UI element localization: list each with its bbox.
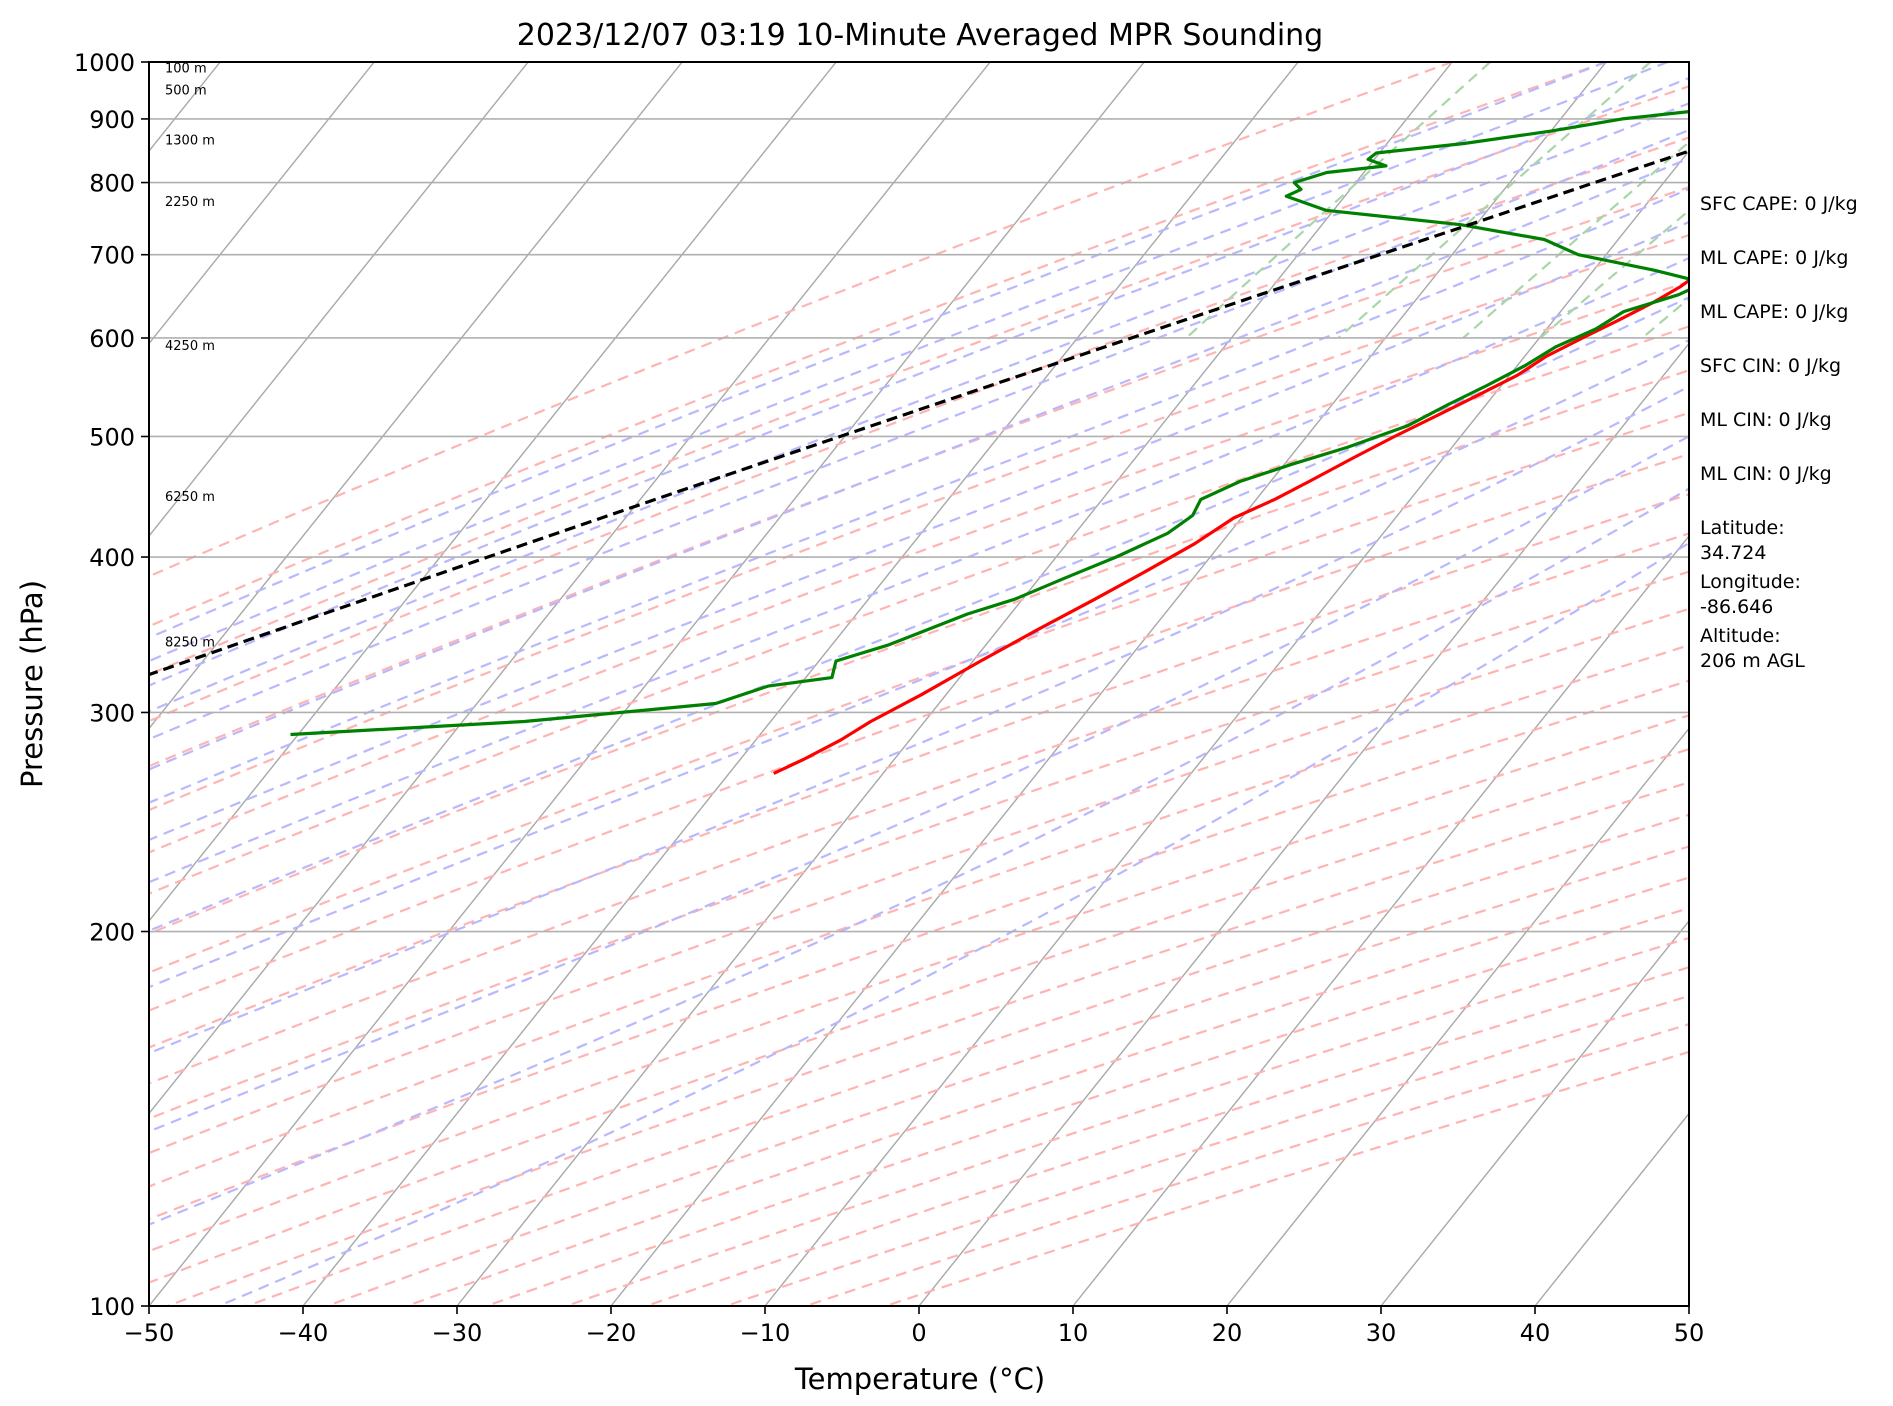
isotherm-line bbox=[149, 62, 1145, 1306]
dry-adiabat-line bbox=[167, 781, 1689, 1306]
isotherm-line bbox=[149, 62, 375, 345]
moist-adiabat-line bbox=[149, 220, 1689, 842]
sounding-lines bbox=[149, 110, 1689, 775]
info-text: Longitude: -86.646 bbox=[1700, 571, 1801, 618]
isotherm-line bbox=[1226, 727, 1689, 1306]
y-tick-label: 300 bbox=[89, 699, 135, 727]
height-marker-label: 2250 m bbox=[165, 195, 215, 210]
height-markers: 100 m 500 m 1300 m 2250 m 4250 m 6250 m 8250 m bbox=[165, 61, 215, 650]
moist-adiabat-line bbox=[149, 338, 1689, 989]
info-text: Altitude: 206 m AGL bbox=[1700, 625, 1805, 672]
isotherm-line bbox=[456, 62, 1453, 1306]
dry-adiabat-line bbox=[149, 325, 1689, 895]
dry-adiabat-line bbox=[149, 62, 1607, 628]
x-tick-label: 10 bbox=[1058, 1319, 1089, 1347]
x-tick-label: −30 bbox=[432, 1319, 483, 1347]
moist-adiabat-line bbox=[149, 187, 1689, 804]
x-tick-label: −50 bbox=[124, 1319, 175, 1347]
dry-adiabat-line bbox=[149, 532, 1689, 1085]
dry-adiabat-line bbox=[149, 185, 1689, 768]
dry-adiabat-line bbox=[149, 747, 1689, 1284]
height-marker-label: 1300 m bbox=[165, 134, 215, 149]
y-tick-label: 1000 bbox=[74, 49, 135, 77]
info-text: ML CIN: 0 J/kg bbox=[1700, 409, 1832, 431]
dry-adiabat-line bbox=[149, 643, 1689, 1188]
temperature-line bbox=[773, 278, 1689, 775]
isotherm-line bbox=[1380, 919, 1689, 1306]
moist-adiabat-line bbox=[149, 76, 1689, 687]
y-axis: 100 200 300 400 500 600 700 800 900 1000 bbox=[74, 49, 149, 1321]
x-tick-label: 50 bbox=[1674, 1319, 1705, 1347]
dry-adiabat-line bbox=[149, 62, 1453, 578]
y-tick-label: 200 bbox=[89, 919, 135, 947]
height-marker-label: 4250 m bbox=[165, 339, 215, 354]
info-text: ML CAPE: 0 J/kg bbox=[1700, 301, 1848, 323]
dry-adiabat-line bbox=[149, 607, 1689, 1155]
info-panel: SFC CAPE: 0 J/kg ML CAPE: 0 J/kg ML CAPE: … bbox=[1700, 193, 1858, 672]
mixing-ratio-line bbox=[1185, 62, 1491, 339]
dry-adiabat-line bbox=[149, 136, 1689, 723]
isotherm-line bbox=[149, 62, 683, 730]
info-text: Latitude: 34.724 bbox=[1700, 517, 1785, 564]
moist-adiabat-line bbox=[218, 541, 1689, 1306]
dry-adiabat-line bbox=[149, 369, 1689, 935]
dry-adiabat-line bbox=[149, 411, 1689, 974]
isotherm-line bbox=[149, 62, 991, 1115]
y-tick-label: 900 bbox=[89, 106, 135, 134]
isotherm-line bbox=[149, 62, 529, 538]
y-tick-label: 100 bbox=[89, 1293, 135, 1321]
x-axis-label: Temperature (°C) bbox=[794, 1362, 1045, 1396]
moist-adiabat-line bbox=[149, 487, 1689, 1226]
background-lines bbox=[149, 62, 1689, 1306]
info-text: SFC CAPE: 0 J/kg bbox=[1700, 193, 1858, 215]
isobar-grid bbox=[149, 118, 1689, 933]
x-tick-label: −10 bbox=[740, 1319, 791, 1347]
height-marker-label: 6250 m bbox=[165, 490, 215, 505]
parcel-line bbox=[149, 149, 1689, 677]
height-marker-label: 100 m bbox=[165, 61, 207, 76]
y-tick-label: 400 bbox=[89, 544, 135, 572]
dewpoint-line bbox=[290, 110, 1689, 737]
y-tick-label: 700 bbox=[89, 242, 135, 270]
y-tick-label: 600 bbox=[89, 325, 135, 353]
isotherm-line bbox=[918, 342, 1689, 1306]
info-text: ML CAPE: 0 J/kg bbox=[1700, 247, 1848, 269]
moist-adiabat-line bbox=[149, 256, 1689, 884]
moist-adiabat-line bbox=[149, 102, 1689, 713]
height-marker-label: 500 m bbox=[165, 84, 207, 99]
x-tick-label: 20 bbox=[1212, 1319, 1243, 1347]
x-tick-label: 30 bbox=[1366, 1319, 1397, 1347]
x-tick-label: −40 bbox=[278, 1319, 329, 1347]
chart-title: 2023/12/07 03:19 10-Minute Averaged MPR … bbox=[517, 18, 1323, 53]
x-tick-label: −20 bbox=[586, 1319, 637, 1347]
moist-adiabat-line bbox=[149, 296, 1689, 932]
y-tick-label: 800 bbox=[89, 170, 135, 198]
y-axis-label: Pressure (hPa) bbox=[15, 580, 49, 788]
moist-adiabat-line bbox=[149, 62, 1669, 663]
isotherm-line bbox=[764, 149, 1689, 1306]
info-text: ML CIN: 0 J/kg bbox=[1700, 463, 1832, 485]
isotherm-line bbox=[610, 62, 1607, 1306]
dry-adiabat-line bbox=[149, 280, 1689, 854]
height-marker-label: 8250 m bbox=[165, 636, 215, 651]
moist-adiabat-line bbox=[149, 62, 1607, 639]
x-tick-label: 0 bbox=[911, 1319, 926, 1347]
x-axis: −50 −40 −30 −20 −10 0 10 20 30 40 50 bbox=[124, 1306, 1705, 1347]
dry-adiabat-line bbox=[149, 493, 1689, 1049]
y-tick-label: 500 bbox=[89, 423, 135, 451]
info-text: SFC CIN: 0 J/kg bbox=[1700, 355, 1841, 377]
moist-adiabat-line bbox=[149, 435, 1689, 1133]
isotherm-line bbox=[149, 62, 837, 923]
x-tick-label: 40 bbox=[1520, 1319, 1551, 1347]
